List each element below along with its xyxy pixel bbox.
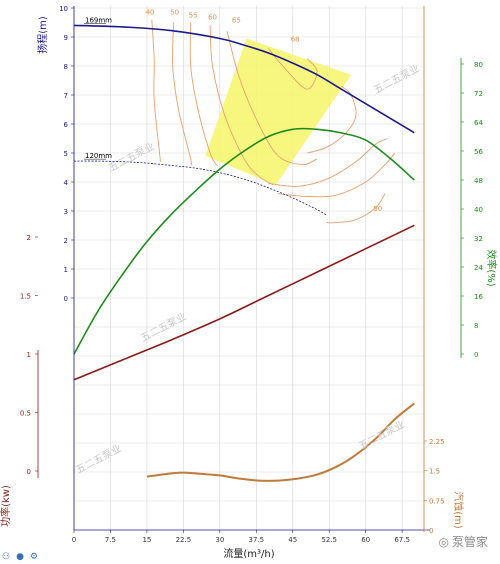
series-npsh	[146, 402, 415, 482]
iso-label-0: 40	[145, 8, 154, 16]
efficiency-tick-label-4: 32	[474, 235, 483, 243]
iso-efficiency-50-9	[326, 193, 386, 224]
axes: 0 7.5 15 22.5 30 37.5 45 52.5 60 67.5流量(m³/h)0123…	[0, 5, 498, 560]
x-tick-label-1: 7.5	[105, 536, 116, 544]
head-tick-label-0: 0	[64, 295, 68, 303]
power-axis-label: 功率(kw)	[0, 485, 12, 527]
efficiency-tick-label-0: 0	[474, 351, 478, 359]
iso-efficiency-60-3	[209, 25, 274, 186]
head-tick-label-7: 7	[64, 92, 68, 100]
nodes-icon[interactable]: ⚇	[2, 552, 11, 562]
x-tick-label-6: 45	[288, 536, 297, 544]
power-tick-label-0: 0	[27, 468, 31, 476]
head-tick-label-8: 8	[64, 63, 68, 71]
performance-curves: 169mm 120mm	[73, 16, 415, 482]
brand-watermark: ◎ 泵管家	[439, 533, 489, 550]
efficiency-tick-label-10: 80	[474, 61, 483, 69]
watermark-3: 五二五泵业	[74, 442, 124, 476]
operating-region	[205, 38, 352, 185]
operating-region-polygon	[205, 38, 352, 185]
head-axis-label: 扬程(m)	[36, 16, 49, 54]
x-tick-label-5: 37.5	[248, 536, 264, 544]
iso-label-2: 55	[189, 11, 198, 19]
series-169mm	[73, 24, 415, 134]
power-tick-label-1: 0.5	[20, 410, 31, 418]
npsh-tick-label-0: 0	[429, 527, 433, 535]
efficiency-tick-label-9: 72	[474, 90, 483, 98]
npsh-tick-label-1: 0.75	[429, 497, 445, 505]
watermark-2: 五二五泵业	[372, 62, 422, 96]
x-tick-label-2: 15	[142, 536, 151, 544]
iso-efficiency-55-2	[189, 22, 218, 167]
iso-efficiency-40-0	[151, 19, 161, 162]
head-tick-label-6: 6	[64, 121, 69, 129]
series-120mm	[73, 160, 327, 216]
watermark-4: 五二五泵业	[357, 418, 407, 452]
x-tick-label-0: 0	[72, 536, 76, 544]
power-tick-label-4: 2	[27, 234, 31, 242]
head-tick-label-9: 9	[64, 34, 68, 42]
efficiency-tick-label-3: 24	[474, 264, 483, 272]
iso-efficiency-60-7	[268, 138, 388, 187]
iso-label-4: 65	[232, 17, 241, 25]
toolbar: ⚇ ● ⚙	[2, 552, 38, 562]
iso-efficiency-curves: 40 50 55 60 65 68 50	[145, 8, 396, 224]
iso-label-6: 50	[373, 205, 382, 213]
brand-label: 泵管家	[451, 535, 488, 549]
iso-efficiency-55-8	[278, 152, 396, 198]
x-tick-label-8: 60	[361, 536, 370, 544]
head-tick-label-3: 3	[64, 208, 68, 216]
power-tick-label-3: 1.5	[20, 293, 31, 301]
iso-efficiency-68-5	[268, 48, 318, 90]
power-tick-label-2: 1	[27, 351, 31, 359]
iso-efficiency-50-1	[172, 22, 193, 165]
gear-icon[interactable]: ⚙	[29, 552, 39, 562]
iso-label-3: 60	[208, 14, 217, 22]
npsh-axis-label: 汽蚀(m)	[452, 491, 465, 529]
efficiency-tick-label-1: 8	[474, 322, 478, 330]
x-tick-label-3: 22.5	[176, 536, 192, 544]
efficiency-tick-label-5: 40	[474, 206, 483, 214]
x-tick-label-7: 52.5	[321, 536, 337, 544]
watermark-0: 五二五泵业	[107, 140, 157, 174]
user-icon[interactable]: ●	[16, 552, 24, 562]
watermark-1: 五二五泵业	[139, 310, 189, 344]
head-tick-label-10: 10	[59, 5, 68, 13]
npsh-tick-label-2: 1.5	[429, 468, 440, 476]
efficiency-tick-label-7: 56	[474, 148, 483, 156]
npsh-tick-label-3: 2.25	[429, 438, 445, 446]
head-tick-label-5: 5	[64, 150, 68, 158]
series-label-120mm: 120mm	[85, 152, 112, 160]
efficiency-axis-label: 效率(%)	[485, 249, 498, 286]
head-tick-label-4: 4	[64, 179, 69, 187]
wechat-icon: ◎	[438, 534, 449, 549]
series-power	[73, 224, 415, 381]
iso-label-5: 68	[291, 35, 300, 43]
x-axis-label: 流量(m³/h)	[223, 547, 274, 560]
iso-efficiency-65-4	[226, 31, 318, 166]
x-tick-label-4: 30	[215, 536, 224, 544]
head-tick-label-1: 1	[64, 266, 68, 274]
iso-label-1: 50	[170, 8, 179, 16]
efficiency-tick-label-6: 48	[474, 177, 483, 185]
head-tick-label-2: 2	[64, 237, 68, 245]
x-tick-label-9: 67.5	[394, 536, 410, 544]
series-efficiency	[73, 127, 415, 355]
efficiency-tick-label-2: 16	[474, 293, 483, 301]
series-label-169mm: 169mm	[85, 16, 112, 24]
efficiency-tick-label-8: 64	[474, 119, 483, 127]
